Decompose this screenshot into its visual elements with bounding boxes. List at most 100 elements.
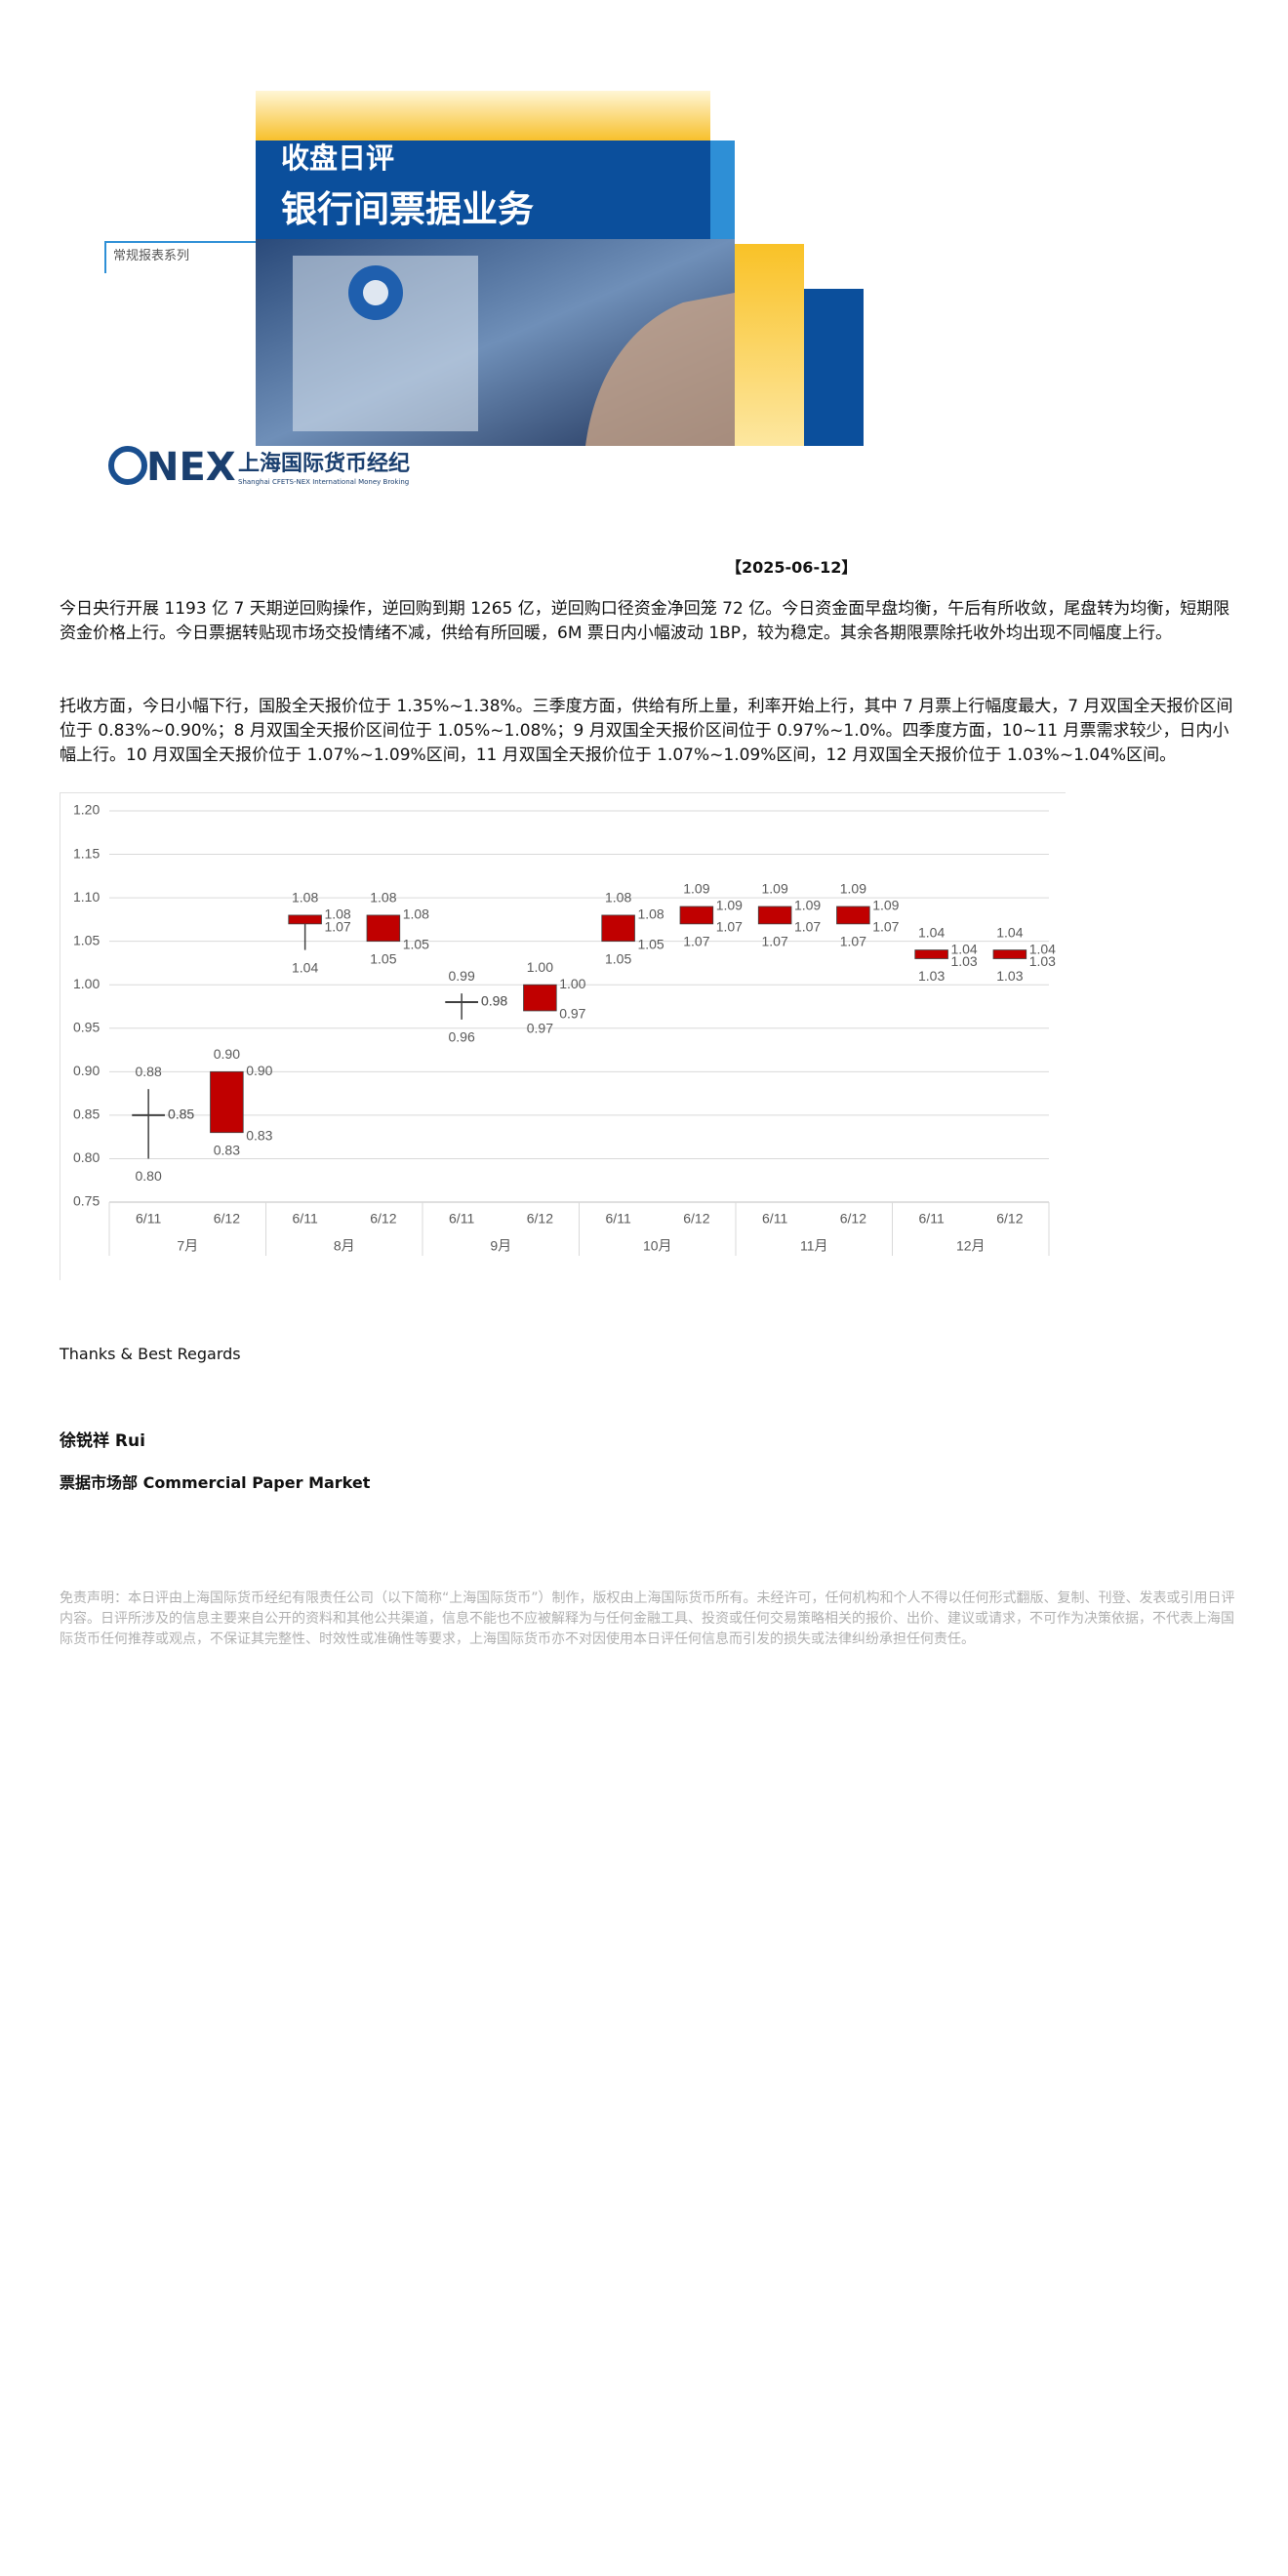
low-label: 1.05 [605, 950, 631, 966]
high-label: 1.08 [370, 890, 396, 906]
x-tick-label: 6/11 [919, 1211, 945, 1227]
low-label: 1.07 [840, 934, 866, 949]
series-label: 常规报表系列 [113, 249, 189, 263]
paragraph: 托收方面，今日小幅下行，国股全天报价位于 1.35%~1.38%。三季度方面，供… [60, 697, 1233, 765]
close-label: 1.03 [1029, 953, 1056, 969]
x-tick-label: 6/12 [214, 1211, 240, 1227]
photo-hand [585, 293, 735, 446]
x-tick-label: 6/12 [527, 1211, 553, 1227]
group-label: 11月 [800, 1238, 828, 1254]
chart-frame [60, 792, 1066, 1280]
department: 票据市场部 Commercial Paper Market [60, 1473, 371, 1492]
low-label: 1.04 [292, 959, 318, 975]
low-label: 0.96 [449, 1029, 475, 1045]
close-label: 0.97 [559, 1006, 585, 1022]
group-label: 9月 [490, 1238, 511, 1254]
x-tick-label: 6/11 [762, 1211, 787, 1227]
candle-body [601, 914, 635, 943]
chart: 0.75 0.80 0.85 0.90 0.95 1.00 1.05 1.10 1.15 1.20… [60, 792, 1066, 1280]
banner-strip [710, 141, 735, 239]
date: 【2025-06-12】 [726, 558, 858, 577]
low-label: 1.05 [370, 950, 396, 966]
low-label: 1.07 [762, 934, 788, 949]
company-name: 上海国际货币经纪 [238, 451, 410, 476]
x-tick-label: 6/11 [136, 1211, 161, 1227]
open-label: 1.08 [637, 906, 664, 922]
open-label: 1.09 [794, 898, 821, 913]
candle-body [679, 906, 714, 925]
y-tick-label: 0.95 [73, 1019, 100, 1034]
close-label: 0.85 [168, 1107, 194, 1122]
photo-donut-hole [363, 280, 388, 305]
high-label: 1.09 [683, 881, 709, 897]
y-tick-label: 0.90 [73, 1063, 100, 1078]
low-label: 1.07 [683, 934, 709, 949]
open-label: 0.85 [168, 1107, 194, 1122]
banner-title: 收盘日评 [281, 141, 394, 175]
open-label: 0.98 [481, 993, 507, 1009]
banner-yellow-2 [735, 244, 804, 446]
high-label: 1.00 [527, 959, 553, 975]
open-label: 1.09 [872, 898, 899, 913]
high-label: 0.88 [136, 1064, 162, 1079]
open-label: 1.08 [324, 906, 350, 922]
candle-body [210, 1070, 244, 1134]
signature-name: 徐锐祥 Rui [60, 1431, 145, 1451]
low-label: 1.03 [918, 968, 945, 984]
close-label: 1.05 [403, 936, 429, 951]
close-label: 0.98 [481, 993, 507, 1009]
candle-body [914, 949, 948, 959]
y-tick-label: 0.85 [73, 1107, 100, 1122]
thanks: Thanks & Best Regards [60, 1345, 241, 1363]
close-label: 1.07 [324, 919, 350, 935]
close-label: 1.05 [637, 936, 664, 951]
close-label: 1.03 [950, 953, 977, 969]
candle-body [523, 984, 557, 1012]
group-label: 10月 [643, 1238, 672, 1254]
high-label: 0.99 [449, 968, 475, 984]
x-tick-label: 6/12 [683, 1211, 709, 1227]
banner-subtitle: 银行间票据业务 [281, 188, 534, 230]
open-label: 1.09 [716, 898, 743, 913]
candle-body [992, 949, 1027, 959]
x-tick-label: 6/12 [370, 1211, 396, 1227]
high-label: 0.90 [214, 1046, 240, 1062]
high-label: 1.04 [918, 924, 945, 940]
company-name-en: Shanghai CFETS-NEX International Money B… [238, 478, 409, 486]
group-label: 8月 [334, 1238, 355, 1254]
low-label: 1.03 [996, 968, 1023, 984]
low-label: 0.83 [214, 1142, 240, 1157]
x-tick-label: 6/12 [840, 1211, 866, 1227]
open-label: 1.04 [950, 941, 977, 956]
x-tick-label: 6/11 [293, 1211, 318, 1227]
candle-body [288, 914, 322, 925]
banner-blue-2 [804, 289, 864, 446]
open-label: 1.08 [403, 906, 429, 922]
paragraph: 今日央行开展 1193 亿 7 天期逆回购操作，逆回购到期 1265 亿，逆回购… [60, 599, 1230, 643]
candle-body [366, 914, 401, 943]
y-tick-label: 1.10 [73, 889, 100, 905]
low-label: 0.97 [527, 1021, 553, 1036]
close-label: 0.83 [246, 1127, 272, 1143]
high-label: 1.09 [762, 881, 788, 897]
y-tick-label: 0.80 [73, 1149, 100, 1165]
open-label: 1.04 [1029, 941, 1056, 956]
low-label: 0.80 [136, 1168, 162, 1184]
logo-mark [108, 446, 147, 485]
group-label: 12月 [956, 1238, 986, 1254]
candle-body [836, 906, 870, 925]
y-tick-label: 1.00 [73, 976, 100, 991]
candle-body [757, 906, 792, 925]
x-tick-label: 6/12 [996, 1211, 1023, 1227]
x-tick-label: 6/11 [449, 1211, 474, 1227]
open-label: 1.00 [559, 976, 585, 991]
close-label: 1.07 [716, 919, 743, 935]
high-label: 1.08 [292, 890, 318, 906]
high-label: 1.08 [605, 890, 631, 906]
y-tick-label: 0.75 [73, 1193, 100, 1209]
close-label: 1.07 [794, 919, 821, 935]
close-label: 1.07 [872, 919, 899, 935]
disclaimer: 免责声明：本日评由上海国际货币经纪有限责任公司（以下简称“上海国际货币”）制作，… [60, 1590, 1235, 1647]
y-tick-label: 1.05 [73, 932, 100, 947]
